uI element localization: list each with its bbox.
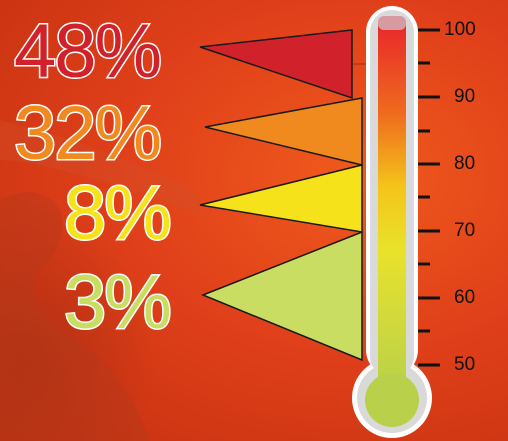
background-photo-overlay xyxy=(0,120,260,441)
background-figure-shape-2 xyxy=(0,120,200,215)
thermometer xyxy=(352,6,432,438)
tick-label-70: 70 xyxy=(454,220,476,241)
band-label-48: 48% xyxy=(12,9,163,94)
tick-label-80: 80 xyxy=(454,153,476,174)
band-pointer-8 xyxy=(199,164,363,233)
tick-label-50: 50 xyxy=(454,354,476,375)
band-label-8: 8% xyxy=(63,171,174,256)
band-label-32: 32% xyxy=(12,91,163,176)
tick-label-90: 90 xyxy=(454,86,476,107)
band-pointer-3 xyxy=(200,230,363,362)
band-pointer-48 xyxy=(199,29,353,100)
band-pointer-32 xyxy=(204,97,363,166)
tick-label-60: 60 xyxy=(454,287,476,308)
scale-ticks xyxy=(418,28,440,367)
thermometer-mercury xyxy=(378,20,406,390)
band-label-3: 3% xyxy=(63,260,174,345)
tick-label-100: 100 xyxy=(444,19,476,40)
background-figure-shape xyxy=(0,192,150,441)
thermometer-bulb xyxy=(365,373,419,427)
